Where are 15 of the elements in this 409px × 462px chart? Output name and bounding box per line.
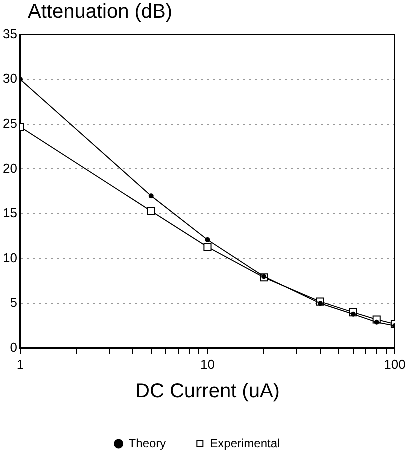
y-tick-label: 20 [2,160,18,176]
x-tick-label: 100 [384,356,406,372]
legend-label: Experimental [210,436,280,450]
y-tick-label: 10 [2,250,18,266]
x-tick-label: 1 [16,356,24,372]
y-tick-label: 35 [2,26,18,42]
y-tick-label: 0 [10,340,18,355]
y-axis-title: Attenuation (dB) [27,0,174,24]
y-tick-label: 15 [2,206,18,221]
y-tick-label: 5 [10,295,18,310]
y-tick-label: 30 [2,71,18,86]
legend-label: Theory [128,436,166,450]
y-tick-label: 25 [2,116,18,131]
x-tick-label: 10 [200,356,215,372]
x-axis-title: DC Current (uA) [135,380,280,403]
